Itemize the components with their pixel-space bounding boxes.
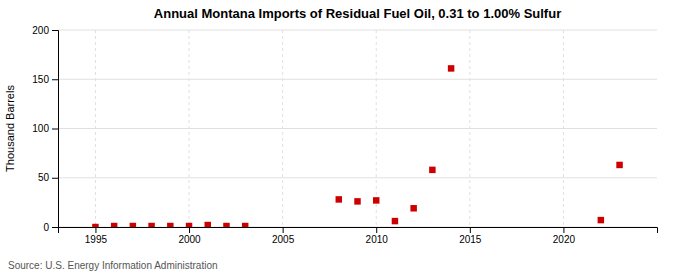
y-tick-mark [52,227,58,228]
x-tick-label: 1995 [85,234,108,245]
x-tick-mark [189,227,190,233]
y-tick: 200 [32,25,58,36]
x-tick-label: 2000 [178,234,201,245]
point [448,65,454,71]
y-tick-label: 150 [32,74,49,85]
y-tick: 50 [38,172,58,183]
y-axis-title: Thousand Barrels [4,85,16,172]
x-tick-mark [95,227,96,233]
y-tick-mark [52,178,58,179]
y-tick-mark [52,30,58,31]
x-tick: 2010 [366,227,389,245]
point [148,223,154,227]
grid-line-x [563,30,564,227]
x-tick: 2020 [553,227,576,245]
x-tick-mark [283,227,284,233]
x-tick-label: 2020 [553,234,576,245]
x-tick-label: 2015 [459,234,482,245]
grid-line-y [58,30,657,31]
grid-line-x [95,30,96,227]
annotation: Source: U.S. Energy Information Administ… [8,260,218,271]
grid-line-x [189,30,190,227]
grid-line-x [282,30,283,227]
x-tick-label: 2005 [272,234,295,245]
y-tick-label: 100 [32,123,49,134]
points [92,65,623,227]
plot-area: 1995 2000 2005 2010 2015 2020 0 50 100 150 200 [32,25,657,245]
x-tick-mark [563,227,564,233]
point [336,196,342,202]
x-tick-mark [470,227,471,233]
point [354,198,360,204]
y-tick: 150 [32,74,58,85]
grid-line-y [58,79,657,80]
point [242,223,248,227]
point [205,222,211,227]
y-axis-line [52,31,59,228]
point [392,218,398,224]
point [92,224,98,227]
y-tick-label: 0 [43,222,49,233]
point [223,223,229,227]
point [111,223,117,227]
x-tick: 2015 [459,227,482,245]
point [130,223,136,227]
point [598,217,604,223]
x-axis: 1995 2000 2005 2010 2015 2020 [59,227,658,245]
point [373,197,379,203]
grid-line-x [469,30,470,227]
y-axis: 0 50 100 150 200 [32,25,58,233]
point [410,205,416,211]
x-axis-line [59,228,658,234]
x-tick: 2005 [272,227,295,245]
grid [58,30,657,227]
x-tick-label: 2010 [366,234,389,245]
grid-line-y [58,177,657,178]
x-tick: 1995 [85,227,108,245]
y-tick: 0 [43,222,58,233]
y-tick-mark [52,79,58,80]
y-tick-mark [52,129,58,130]
point [167,223,173,227]
y-tick-label: 200 [32,25,49,36]
point [616,162,622,168]
point [429,167,435,173]
title: Annual Montana Imports of Residual Fuel … [154,6,561,21]
x-tick: 2000 [178,227,201,245]
y-tick: 100 [32,123,58,134]
x-tick-mark [376,227,377,233]
point [186,223,192,227]
chart: 1995 2000 2005 2010 2015 2020 0 50 100 150 200 Annu… [0,0,675,275]
grid-line-y [58,128,657,129]
y-tick-label: 50 [38,172,50,183]
